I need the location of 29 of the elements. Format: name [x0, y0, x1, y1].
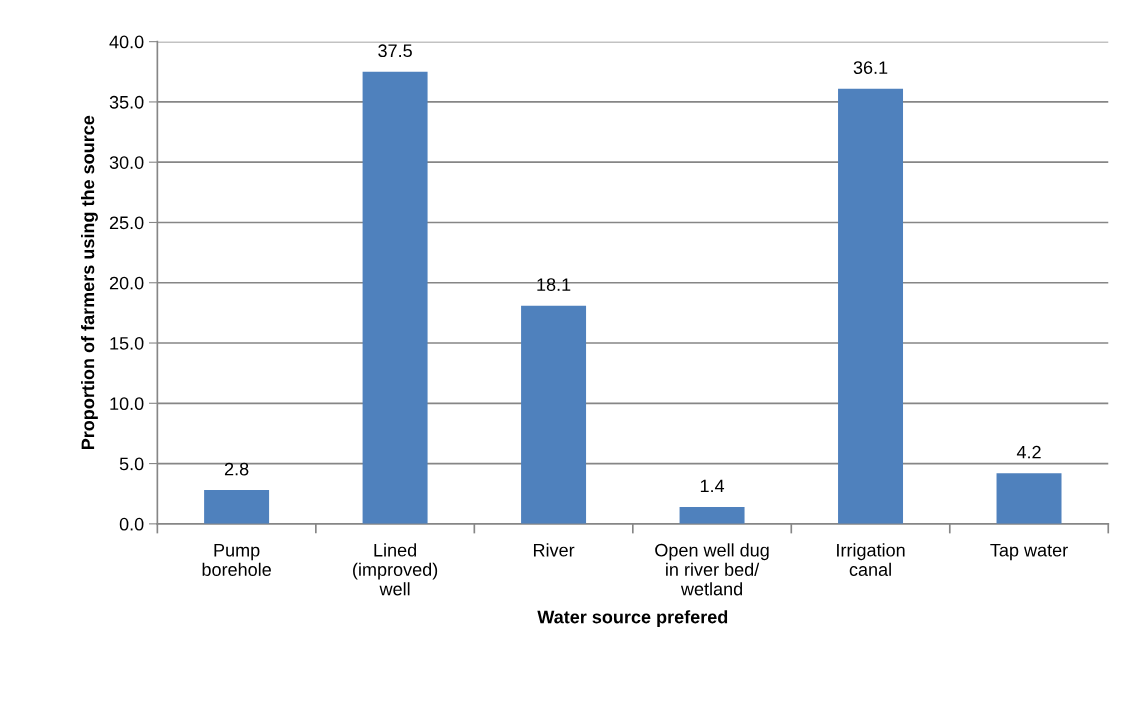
bar — [679, 506, 745, 524]
data-label: 2.8 — [224, 462, 249, 476]
y-tick-label: 35.0 — [109, 95, 144, 109]
y-tick-label: 0.0 — [119, 517, 144, 531]
x-tick-label: Open well dug in river bed/ wetland — [655, 543, 769, 596]
x-axis-title: Water source prefered — [537, 610, 728, 627]
y-axis-title: Proportion of farmers using the source — [81, 115, 98, 450]
y-tick-label: 15.0 — [110, 336, 144, 350]
y-tick-label: 30.0 — [109, 156, 144, 169]
data-label: 18.1 — [537, 278, 571, 291]
y-tick-label: 20.0 — [109, 276, 144, 290]
x-tick-label: Irrigation canal — [837, 543, 905, 577]
x-tick-label: River — [533, 543, 575, 557]
bar — [996, 473, 1062, 524]
data-label: 4.2 — [1016, 445, 1041, 459]
y-tick-label: 40.0 — [109, 35, 144, 49]
data-label: 36.1 — [853, 61, 888, 74]
y-tick-label: 25.0 — [109, 216, 144, 230]
bar — [521, 305, 587, 524]
bar — [362, 71, 428, 524]
y-tick-label: 10.0 — [110, 397, 144, 411]
bar — [838, 88, 904, 524]
data-label: 37.5 — [378, 44, 412, 58]
x-tick-label: Lined (improved) well — [353, 543, 438, 596]
bar — [204, 490, 270, 524]
y-tick-label: 5.0 — [119, 457, 144, 471]
data-label: 1.4 — [700, 479, 725, 493]
x-tick-label: Pump borehole — [202, 543, 271, 577]
x-tick-label: Tap water — [990, 543, 1068, 561]
